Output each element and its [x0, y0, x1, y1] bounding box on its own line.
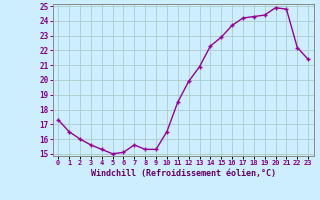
- X-axis label: Windchill (Refroidissement éolien,°C): Windchill (Refroidissement éolien,°C): [91, 169, 276, 178]
